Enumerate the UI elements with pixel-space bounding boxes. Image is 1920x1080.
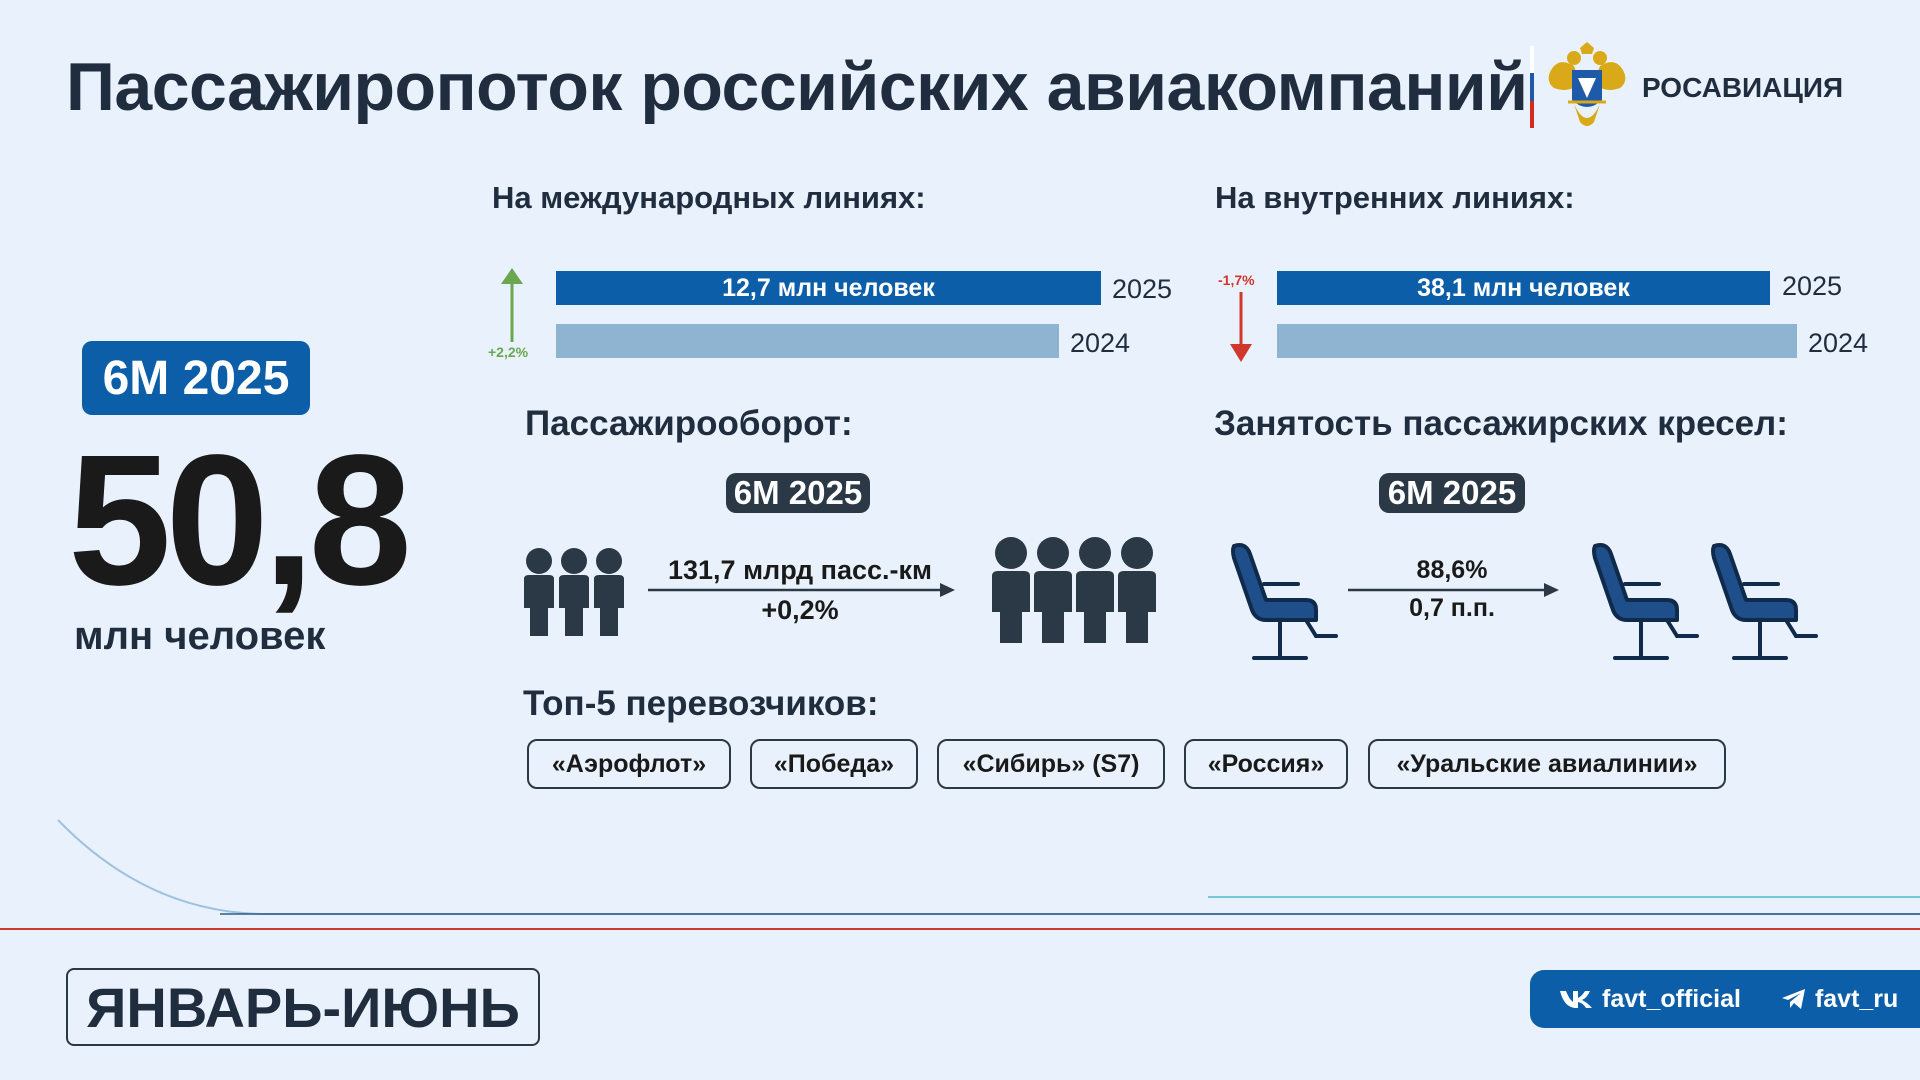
domestic-year-2025: 2025 [1782, 271, 1843, 301]
telegram-handle: favt_ru [1814, 984, 1899, 1013]
brand-name: РОСАВИАЦИЯ [1642, 72, 1844, 103]
vk-handle: favt_official [1602, 984, 1741, 1013]
domestic-bar-2024 [1277, 324, 1797, 358]
emblem-icon [1548, 42, 1626, 126]
arrow-down-icon [1230, 292, 1252, 362]
telegram-link[interactable]: favt_ru [1781, 985, 1898, 1014]
people-group-small-icon [524, 548, 624, 636]
vk-link[interactable]: favt_official [1558, 985, 1741, 1014]
occupancy-change: 0,7 п.п. [1409, 594, 1495, 622]
vk-icon [1560, 991, 1592, 1008]
international-year-2025: 2025 [1112, 274, 1173, 304]
international-bar-2024 [556, 324, 1059, 358]
carrier-siberia-s7: «Сибирь» (S7) [937, 739, 1165, 789]
carrier-ural-airlines: «Уральские авиалинии» [1368, 739, 1726, 789]
page-title: Пассажиропоток российских авиакомпаний [66, 49, 1528, 125]
occupancy-value: 88,6% [1416, 556, 1488, 584]
social-links: favt_official favt_ru [1530, 970, 1920, 1028]
airline-seat-icon [1231, 543, 1338, 660]
domestic-bar-2025: 38,1 млн человек [1277, 271, 1770, 305]
kpi-value: 50,8 [68, 417, 412, 624]
arrow-up-icon [501, 268, 523, 342]
turnover-period-badge: 6М 2025 [726, 473, 870, 513]
flag-stripe [1530, 46, 1534, 128]
carrier-pobeda: «Победа» [750, 739, 918, 789]
domestic-delta: -1,7% [1218, 272, 1255, 288]
footer-period-label: ЯНВАРЬ-ИЮНЬ [66, 968, 540, 1046]
kpi-unit: млн человек [74, 614, 326, 658]
airline-seat-icon [1592, 543, 1699, 660]
airline-seat-icon [1711, 543, 1818, 660]
international-year-2024: 2024 [1070, 328, 1131, 358]
occupancy-period-badge: 6М 2025 [1379, 473, 1525, 513]
international-heading: На международных линиях: [492, 180, 926, 215]
carrier-rossiya: «Россия» [1184, 739, 1348, 789]
occupancy-arrow [1348, 583, 1559, 597]
international-bar-2025: 12,7 млн человек [556, 271, 1101, 305]
kpi-period-badge: 6М 2025 [82, 341, 310, 415]
international-delta: +2,2% [488, 344, 529, 360]
telegram-icon [1781, 989, 1805, 1009]
turnover-heading: Пассажирооборот: [525, 404, 853, 443]
carrier-aeroflot: «Аэрофлот» [527, 739, 731, 789]
people-group-large-icon [992, 537, 1156, 643]
turnover-arrow [648, 583, 955, 597]
domestic-heading: На внутренних линиях: [1215, 180, 1575, 215]
occupancy-heading: Занятость пассажирских кресел: [1214, 404, 1788, 443]
turnover-change: +0,2% [761, 595, 839, 625]
carriers-heading: Топ-5 перевозчиков: [523, 684, 879, 723]
turnover-value: 131,7 млрд пасс.-км [668, 555, 932, 585]
domestic-year-2024: 2024 [1808, 328, 1869, 358]
